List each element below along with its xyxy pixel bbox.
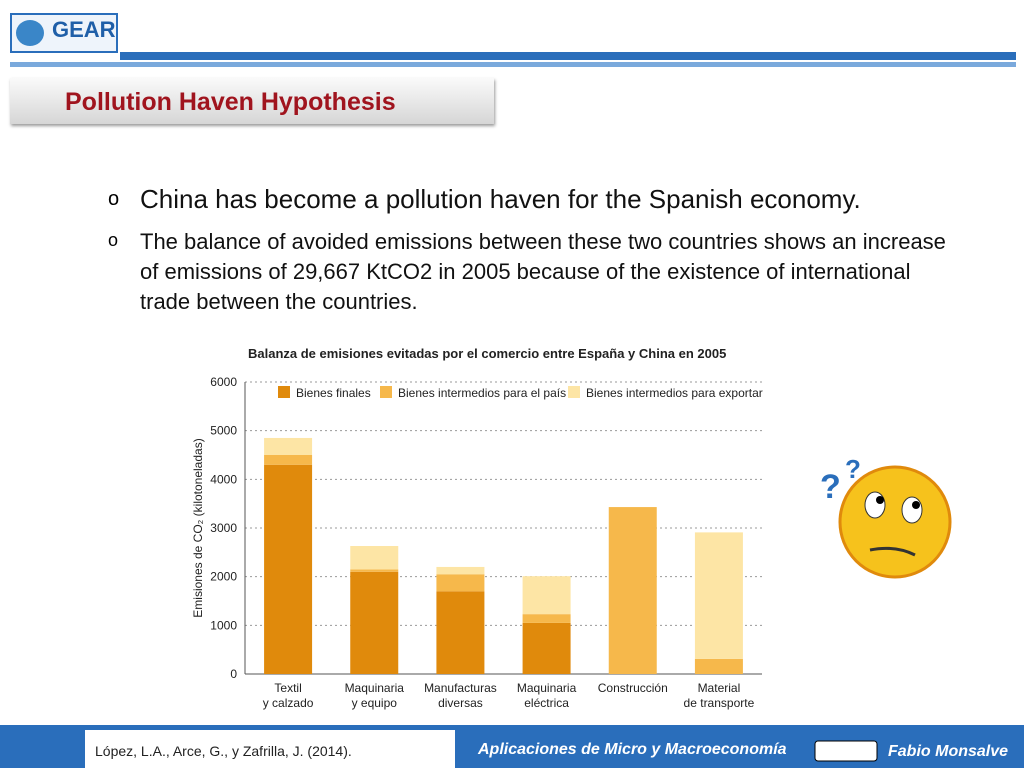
cc-badge	[814, 740, 878, 762]
legend-swatch	[278, 386, 290, 398]
logo: GEAR	[10, 13, 118, 53]
bar-segment	[436, 566, 485, 575]
x-tick-label: Material de transporte	[684, 681, 755, 710]
bullet: The balance of avoided emissions between…	[140, 229, 946, 314]
bar-segment	[522, 614, 571, 623]
bullet: China has become a pollution haven for t…	[140, 184, 861, 214]
bar-segment	[436, 591, 485, 674]
y-axis-label: Emisiones de CO₂ (kilotoneladas)	[191, 438, 205, 617]
bar-segment	[350, 569, 399, 572]
y-tick-label: 5000	[210, 424, 237, 438]
bar-segment	[694, 658, 743, 674]
bullet-marker: o	[108, 188, 120, 210]
bar-segment	[264, 455, 313, 465]
slide-title: Pollution Haven Hypothesis	[65, 88, 396, 116]
bar-segment	[522, 622, 571, 674]
x-tick-label: Textil y calzado	[263, 681, 314, 710]
header-stripe	[120, 52, 1016, 60]
course: Aplicaciones de Micro y Macroeconomía	[477, 741, 787, 758]
smiley: ? ?	[820, 454, 952, 579]
x-tick-label: Maquinaria y equipo	[345, 681, 405, 710]
title-box	[10, 78, 494, 124]
x-tick-line: eléctrica	[524, 696, 569, 710]
bar-segment	[264, 464, 313, 674]
chart-title: Balanza de emisiones evitadas por el com…	[248, 346, 726, 361]
legend-label: Bienes intermedios para el país	[398, 386, 566, 400]
bar-segment	[264, 437, 313, 455]
y-tick-label: 6000	[210, 375, 237, 389]
y-tick-label: 2000	[210, 570, 237, 584]
y-tick-label: 4000	[210, 472, 237, 486]
x-tick-label: Construcción	[598, 681, 668, 695]
legend-label: Bienes intermedios para exportar	[586, 386, 763, 400]
author: Fabio Monsalve	[888, 743, 1008, 760]
bar-segment	[522, 576, 571, 615]
citation: López, L.A., Arce, G., y Zafrilla, J. (2…	[95, 743, 352, 759]
bar-segment	[436, 574, 485, 592]
bar-segment	[608, 507, 657, 674]
x-tick-line: Textil	[274, 681, 301, 695]
x-tick-label: Maquinaria eléctrica	[517, 681, 577, 710]
svg-text:?: ?	[845, 454, 861, 484]
x-tick-line: Maquinaria	[345, 681, 405, 695]
bar-segment	[350, 546, 399, 570]
legend-swatch	[380, 386, 392, 398]
x-tick-line: y calzado	[263, 696, 314, 710]
x-tick-line: Construcción	[598, 681, 668, 695]
logo-text: GEAR	[52, 17, 116, 42]
bar-segment	[350, 571, 399, 674]
legend-swatch	[568, 386, 580, 398]
svg-text:?: ?	[820, 468, 841, 506]
x-tick-line: y equipo	[352, 696, 398, 710]
footer-box	[85, 730, 455, 768]
x-tick-line: diversas	[438, 696, 483, 710]
x-tick-line: Manufacturas	[424, 681, 497, 695]
bar-segment	[694, 532, 743, 659]
y-tick-label: 3000	[210, 521, 237, 535]
bullet-marker: o	[108, 230, 119, 250]
y-tick-label: 1000	[210, 618, 237, 632]
x-tick-label: Manufacturas diversas	[424, 681, 497, 710]
x-tick-line: Material	[698, 681, 741, 695]
header-stripe	[10, 62, 1016, 67]
y-tick-label: 0	[230, 667, 237, 681]
x-tick-line: Maquinaria	[517, 681, 577, 695]
legend-label: Bienes finales	[296, 386, 371, 400]
x-tick-line: de transporte	[684, 696, 755, 710]
